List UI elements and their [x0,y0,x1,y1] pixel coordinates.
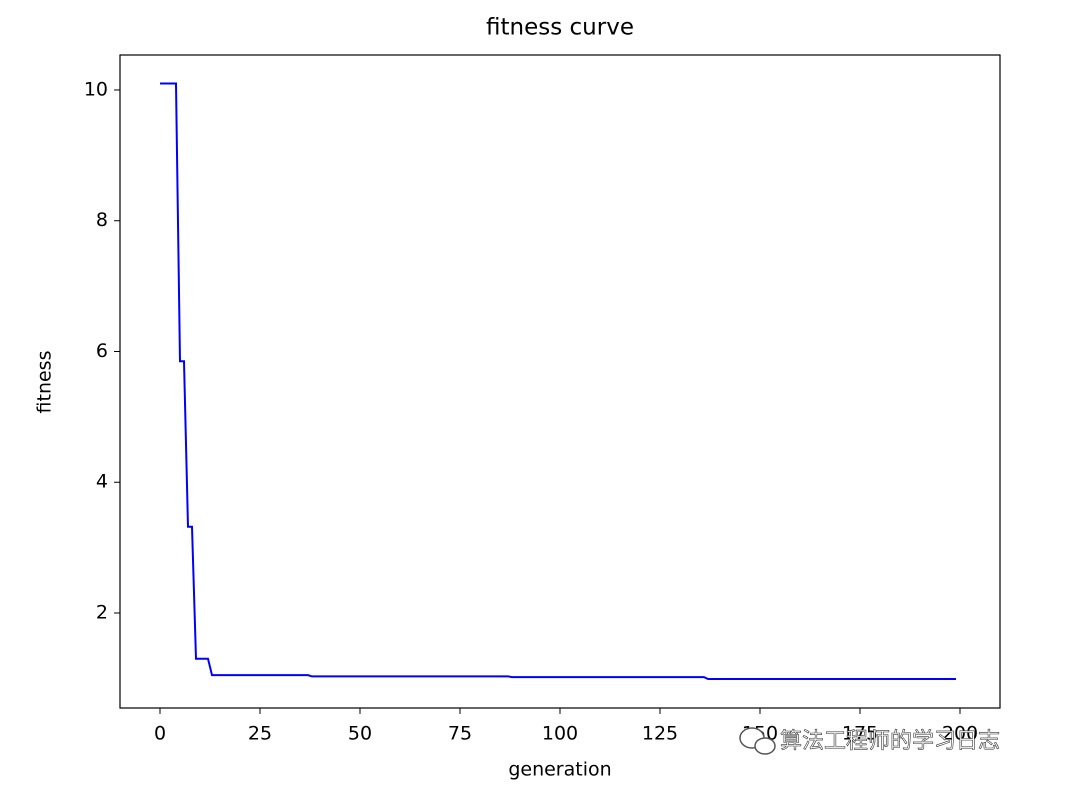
watermark-icon [739,727,776,755]
x-tick-label: 0 [154,723,166,745]
x-tick-label: 175 [842,723,878,745]
plot-frame [119,54,1001,709]
line-series [160,82,956,681]
x-tick-label: 125 [642,723,678,745]
watermark: 算法工程师的学习日志 [780,729,1000,754]
x-tick-label: 200 [942,723,978,745]
x-tick-label: 75 [448,723,472,745]
y-tick-label: 8 [96,209,108,231]
y-tick-label: 4 [96,471,108,493]
x-axis-label: generation [508,759,611,781]
x-tick-label: 25 [248,723,272,745]
x-tick-label: 100 [542,723,578,745]
y-axis-label: fitness [34,351,56,414]
y-tick-label: 10 [84,78,108,100]
y-tick-label: 2 [96,602,108,624]
y-tick-label: 6 [96,340,108,362]
chart-title: fitness curve [486,15,634,41]
x-tick-label: 50 [348,723,372,745]
